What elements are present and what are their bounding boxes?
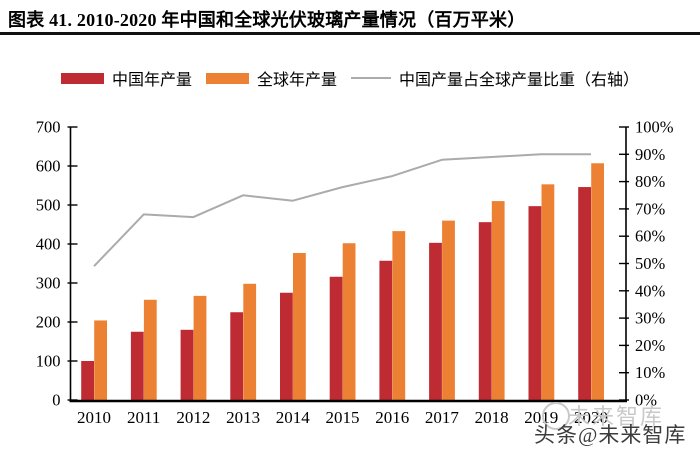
legend-item-global: 全球年产量	[205, 66, 337, 90]
svg-text:0%: 0%	[635, 391, 657, 410]
legend-label-ratio: 中国产量占全球产量比重（右轴）	[399, 72, 640, 89]
legend-item-ratio: 中国产量占全球产量比重（右轴）	[351, 66, 639, 90]
svg-text:500: 500	[36, 196, 61, 215]
svg-text:10%: 10%	[635, 363, 666, 382]
x-axis-label: 2011	[127, 408, 160, 427]
x-axis-label: 2013	[226, 408, 260, 427]
svg-text:0: 0	[52, 391, 60, 410]
svg-text:300: 300	[36, 274, 61, 293]
title-underline	[0, 32, 700, 35]
china-bar-swatch-icon	[60, 72, 104, 84]
x-axis-label: 2012	[176, 408, 210, 427]
svg-text:70%: 70%	[635, 199, 666, 218]
svg-text:60%: 60%	[635, 227, 666, 246]
svg-text:80%: 80%	[635, 172, 666, 191]
x-axis-label: 2014	[276, 408, 311, 427]
x-axis-label: 2016	[375, 408, 409, 427]
x-axis-label: 2010	[77, 408, 111, 427]
legend-label-china: 中国年产量	[111, 72, 192, 89]
x-axis-label: 2015	[326, 408, 360, 427]
svg-text:50%: 50%	[635, 254, 666, 273]
x-axis-label: 2018	[475, 408, 509, 427]
svg-text:90%: 90%	[635, 145, 666, 164]
legend-item-china: 中国年产量	[60, 66, 192, 90]
svg-text:20%: 20%	[635, 336, 666, 355]
legend-label-global: 全球年产量	[256, 72, 337, 89]
x-axis-label: 2020	[574, 408, 608, 427]
svg-text:100: 100	[36, 352, 61, 371]
svg-text:100%: 100%	[635, 118, 674, 137]
chart-title: 图表 41. 2010-2020 年中国和全球光伏玻璃产量情况（百万平米）	[8, 10, 526, 30]
x-axis-label: 2019	[524, 408, 558, 427]
x-axis-label: 2017	[425, 408, 460, 427]
chart-legend: 中国年产量 全球年产量 中国产量占全球产量比重（右轴）	[0, 66, 700, 90]
bar-line-chart: 0 100 200 300 400 500 600 700 0% 10% 20% 30% 40% 50% 6…	[36, 118, 674, 428]
svg-text:700: 700	[36, 118, 61, 137]
ratio-line-swatch-icon	[351, 77, 391, 79]
svg-text:30%: 30%	[635, 309, 666, 328]
svg-text:600: 600	[36, 157, 61, 176]
svg-text:400: 400	[36, 235, 61, 254]
svg-text:200: 200	[36, 313, 61, 332]
svg-text:40%: 40%	[635, 281, 666, 300]
global-bar-swatch-icon	[205, 72, 249, 84]
